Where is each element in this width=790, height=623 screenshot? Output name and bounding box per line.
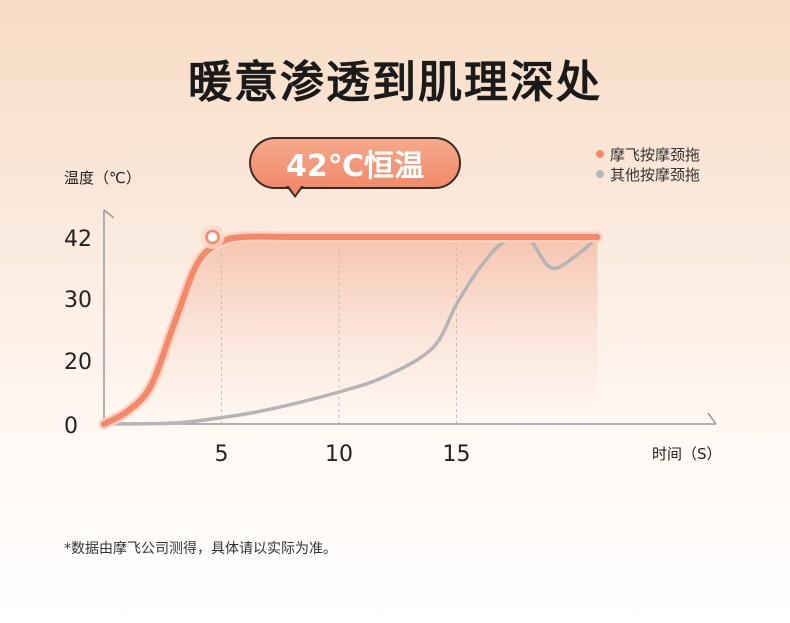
series-a-area [104, 236, 598, 424]
y-tick-label-0: 0 [64, 414, 78, 439]
y-tick-label-42: 42 [64, 227, 92, 252]
x-tick-label-15: 15 [443, 442, 471, 467]
legend-dot-series-a [596, 150, 604, 158]
series-b-line [102, 233, 600, 426]
y-tick-label-30: 30 [64, 288, 92, 313]
legend-item-series-b: 其他按摩颈拖 [596, 164, 700, 184]
x-axis-label: 时间（S） [652, 445, 722, 463]
footnote: *数据由摩飞公司测得，具体请以实际为准。 [64, 541, 337, 557]
y-tick-label-20: 20 [64, 350, 92, 375]
x-tick-label-5: 5 [215, 442, 229, 467]
x-tick-label-10: 10 [325, 442, 353, 467]
marker-42 [205, 229, 220, 245]
series-a-line [101, 233, 601, 427]
legend: 摩飞按摩颈拖 其他按摩颈拖 [596, 144, 700, 184]
legend-label-series-b: 其他按摩颈拖 [610, 165, 701, 184]
y-axis-arrow [103, 209, 115, 219]
callout-tail-fill [288, 185, 302, 195]
legend-item-series-a: 摩飞按摩颈拖 [596, 144, 700, 164]
callout-bubble: 42℃恒温 [249, 137, 461, 189]
y-axis-label: 温度（℃） [64, 169, 141, 187]
legend-dot-series-b [596, 170, 604, 178]
page-title: 暖意渗透到肌理深处 [188, 57, 602, 108]
x-axis-arrow [707, 412, 717, 425]
legend-label-series-a: 摩飞按摩颈拖 [610, 145, 701, 164]
